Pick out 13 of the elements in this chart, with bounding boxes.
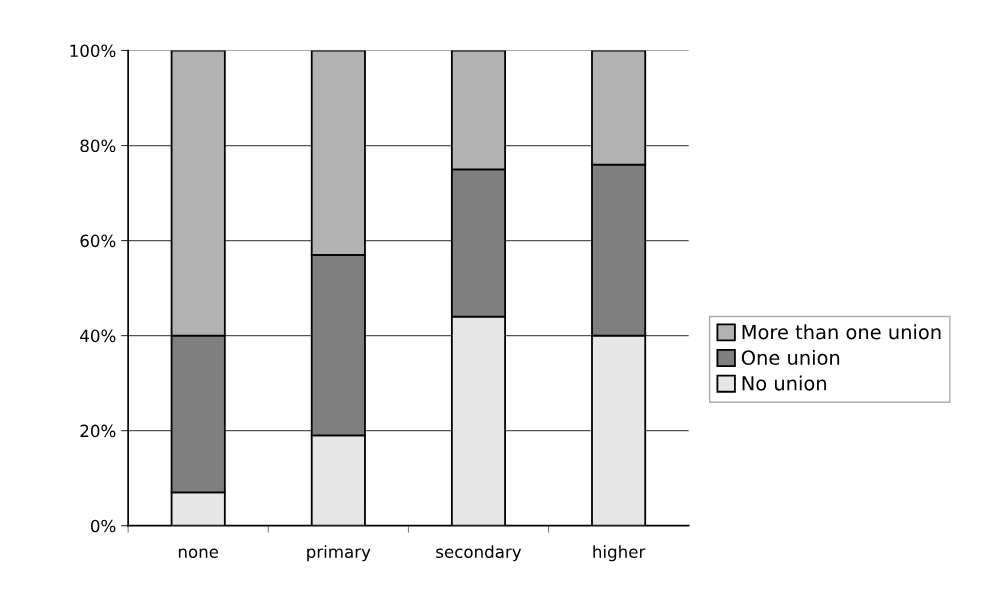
legend-label: More than one union [742,324,941,340]
x-tick-label: none [178,548,219,559]
legend-label: One union [741,349,840,366]
y-tick-label: 60% [80,234,116,248]
y-tick-label: 80% [80,139,116,153]
y-tick-label: 100% [70,44,116,58]
y-tick-label: 0% [90,519,116,533]
y-tick-label: 40% [80,329,116,343]
y-tick-label: 20% [80,424,116,438]
x-tick-label: higher [593,545,646,562]
x-tick-label: secondary [436,545,522,562]
legend-label: No union [742,375,826,391]
x-tick-label: primary [307,545,371,562]
